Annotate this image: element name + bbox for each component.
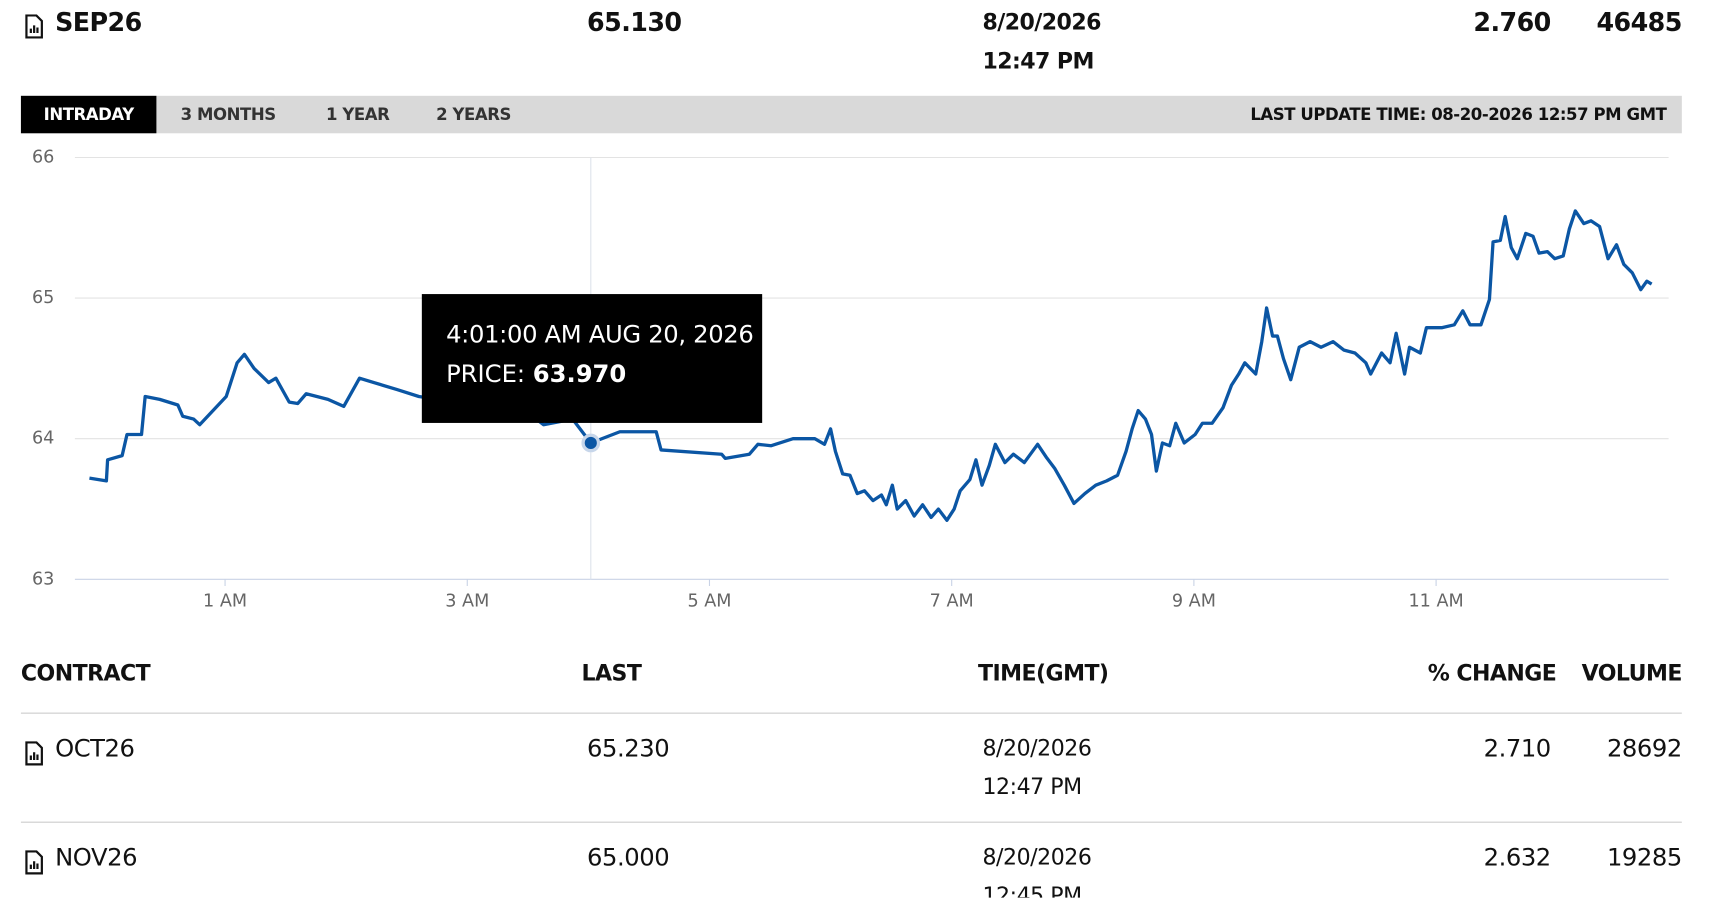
volume: 28692 <box>1606 735 1682 764</box>
tab-bar: INTRADAY 3 MONTHS 1 YEAR 2 YEARS LAST UP… <box>20 95 1682 134</box>
volume: 46485 <box>1596 8 1682 38</box>
last-update: LAST UPDATE TIME: 08-20-2026 12:57 PM GM… <box>1250 104 1667 125</box>
tooltip-value: 63.970 <box>532 361 627 389</box>
column-header: TIME(GMT) <box>978 659 1109 687</box>
contract-icon <box>25 14 43 39</box>
tooltip: 4:01:00 AM AUG 20, 2026 PRICE: 63.970 <box>421 294 763 423</box>
tab[interactable]: 3 MONTHS <box>180 104 276 125</box>
x-tick-label: 5 AM <box>687 591 731 611</box>
hover-point <box>581 433 601 453</box>
change: 2.710 <box>1483 735 1552 764</box>
contract[interactable]: NOV26 <box>55 844 138 873</box>
chart: 63 64 65 66 1 AM 3 AM 5 AM 7 AM 9 AM 11 AM <box>32 148 1669 611</box>
tab[interactable]: 2 YEARS <box>436 104 511 125</box>
y-tick-label: 65 <box>32 288 54 308</box>
tab[interactable]: INTRADAY <box>20 95 157 134</box>
divider <box>20 712 1682 714</box>
x-tick-label: 1 AM <box>203 591 247 611</box>
contract[interactable]: OCT26 <box>55 735 135 764</box>
time: 12:45 PM <box>982 882 1082 898</box>
change: 2.760 <box>1473 8 1551 38</box>
time: 12:47 PM <box>982 47 1094 74</box>
change: 2.632 <box>1483 844 1552 873</box>
column-header: LAST <box>581 659 642 687</box>
contract: SEP26 <box>55 8 142 38</box>
date: 8/20/2026 <box>982 734 1092 762</box>
date: 8/20/2026 <box>982 843 1092 871</box>
tooltip-label-text: PRICE: <box>446 361 526 389</box>
x-tick-label: 7 AM <box>930 591 974 611</box>
y-tick-label: 63 <box>32 569 54 589</box>
price-line <box>89 209 1653 522</box>
volume: 19285 <box>1606 844 1682 873</box>
x-tick-label: 11 AM <box>1408 591 1463 611</box>
tab[interactable]: 1 YEAR <box>326 104 390 125</box>
column-header: VOLUME <box>1581 659 1683 687</box>
divider <box>20 821 1682 823</box>
last-price: 65.130 <box>587 8 682 38</box>
y-tick-label: 64 <box>32 429 54 449</box>
contract-icon <box>25 850 43 875</box>
column-header: % CHANGE <box>1427 659 1557 687</box>
last-price: 65.230 <box>587 735 670 764</box>
time: 12:47 PM <box>982 773 1082 800</box>
column-header: CONTRACT <box>20 659 151 687</box>
last-price: 65.000 <box>587 844 670 873</box>
y-tick-label: 66 <box>32 148 54 168</box>
tooltip-label: PRICE: 63.970 <box>446 361 626 389</box>
contract-icon <box>25 741 43 766</box>
date: 8/20/2026 <box>982 8 1101 36</box>
x-tick-label: 3 AM <box>445 591 489 611</box>
x-tick-label: 9 AM <box>1172 591 1216 611</box>
tooltip-title: 4:01:00 AM AUG 20, 2026 <box>446 321 754 350</box>
